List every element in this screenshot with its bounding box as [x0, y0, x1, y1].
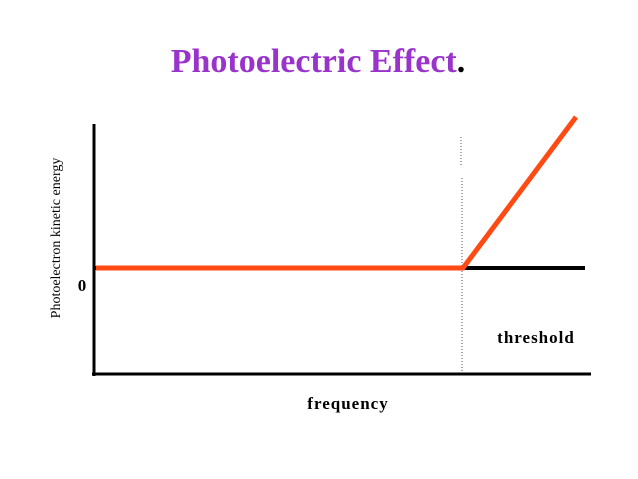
y-axis-label: Photoelectron kinetic energy	[49, 158, 64, 319]
title-text: Photoelectric Effect	[171, 43, 458, 80]
threshold-label: threshold	[497, 328, 575, 347]
title: Photoelectric Effect.	[171, 43, 466, 80]
zero-label: 0	[78, 276, 87, 295]
x-axis-label: frequency	[307, 394, 388, 413]
energy-curve	[96, 115, 579, 271]
title-period: .	[457, 43, 466, 80]
